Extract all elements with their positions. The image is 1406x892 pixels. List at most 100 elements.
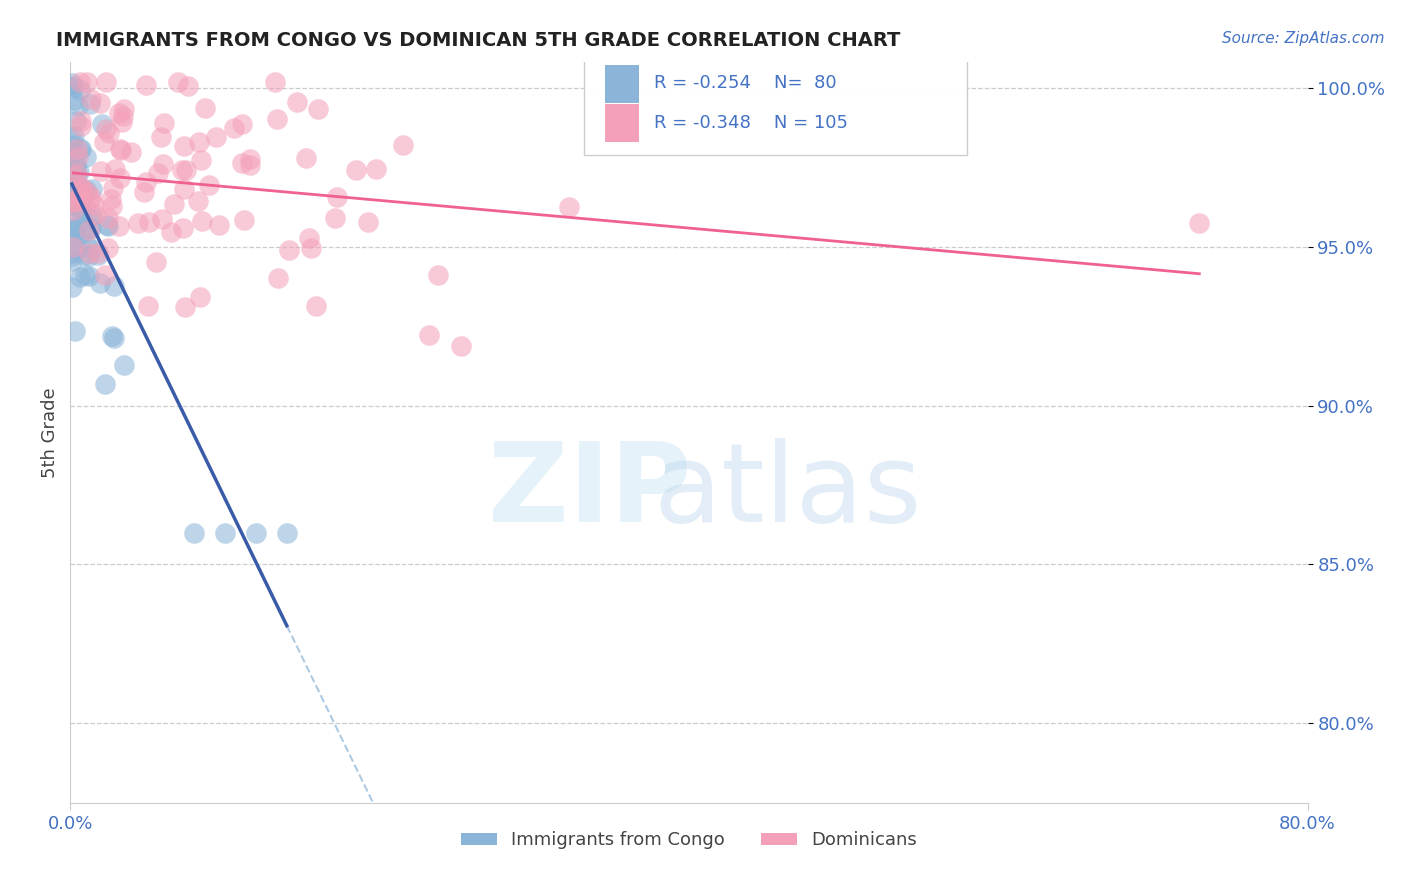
Point — [110, 143, 132, 157]
Point — [63, 190, 86, 204]
Point — [96, 219, 118, 233]
Point — [100, 193, 122, 207]
Point — [79, 249, 101, 263]
Point — [69, 82, 91, 96]
Point — [66, 150, 89, 164]
Point — [77, 269, 100, 284]
Point — [112, 358, 135, 372]
Point — [77, 223, 100, 237]
Point — [75, 268, 97, 282]
Point — [305, 299, 328, 313]
FancyBboxPatch shape — [605, 64, 640, 103]
Point — [63, 186, 86, 200]
Point — [65, 159, 87, 173]
Point — [60, 146, 83, 161]
Point — [110, 142, 132, 156]
Point — [127, 216, 149, 230]
Point — [239, 152, 262, 166]
Point — [89, 95, 111, 110]
Point — [100, 198, 122, 212]
Point — [76, 238, 98, 252]
Point — [60, 221, 83, 235]
Point — [83, 198, 105, 212]
Point — [160, 225, 183, 239]
Point — [104, 162, 127, 177]
Point — [177, 78, 200, 93]
Point — [69, 74, 91, 88]
Point — [70, 180, 93, 194]
Point — [62, 215, 84, 229]
Point — [94, 376, 117, 391]
Point — [231, 117, 253, 131]
Point — [65, 157, 87, 171]
Point — [173, 182, 195, 196]
Point — [132, 185, 155, 199]
Point — [97, 126, 120, 140]
Point — [73, 247, 96, 261]
Point — [87, 248, 110, 262]
Legend: Immigrants from Congo, Dominicans: Immigrants from Congo, Dominicans — [453, 824, 925, 856]
Point — [94, 74, 117, 88]
Point — [69, 142, 91, 156]
Point — [323, 211, 346, 225]
Point — [62, 169, 84, 184]
Point — [63, 93, 86, 107]
Point — [1188, 216, 1211, 230]
Text: Source: ZipAtlas.com: Source: ZipAtlas.com — [1222, 31, 1385, 46]
Point — [173, 300, 195, 314]
Point — [190, 153, 212, 167]
Point — [208, 218, 231, 232]
Point — [344, 163, 367, 178]
Point — [89, 276, 111, 290]
Point — [62, 197, 84, 211]
Point — [188, 290, 211, 304]
Point — [152, 116, 174, 130]
Point — [231, 155, 253, 169]
Point — [90, 164, 112, 178]
Point — [111, 115, 134, 129]
Point — [276, 525, 298, 540]
Point — [183, 525, 205, 540]
Point — [93, 135, 115, 149]
Point — [77, 221, 100, 235]
Point — [392, 138, 415, 153]
Point — [62, 138, 84, 153]
Point — [558, 200, 581, 214]
Point — [97, 211, 120, 226]
Point — [136, 299, 159, 313]
Point — [80, 242, 103, 256]
Point — [75, 183, 97, 197]
Point — [66, 168, 89, 182]
Point — [176, 162, 198, 177]
Point — [66, 167, 89, 181]
Point — [66, 177, 89, 191]
Point — [70, 142, 93, 156]
Point — [418, 327, 440, 342]
Point — [450, 339, 472, 353]
Point — [70, 191, 93, 205]
Point — [295, 152, 318, 166]
Point — [62, 203, 84, 218]
Point — [70, 194, 93, 208]
Point — [138, 215, 160, 229]
Point — [150, 211, 173, 226]
FancyBboxPatch shape — [583, 44, 967, 155]
Point — [152, 157, 174, 171]
Point — [70, 205, 93, 219]
Point — [97, 241, 120, 255]
Point — [62, 78, 84, 93]
Point — [60, 167, 83, 181]
Point — [277, 243, 299, 257]
Point — [67, 217, 90, 231]
Point — [307, 102, 329, 116]
Point — [82, 182, 104, 196]
Point — [60, 246, 83, 260]
Point — [69, 186, 91, 201]
Point — [96, 219, 118, 234]
Point — [364, 162, 387, 177]
Point — [198, 178, 221, 192]
Point — [245, 525, 267, 540]
Y-axis label: 5th Grade: 5th Grade — [41, 387, 59, 478]
Text: ZIP: ZIP — [488, 438, 692, 545]
Point — [232, 212, 254, 227]
